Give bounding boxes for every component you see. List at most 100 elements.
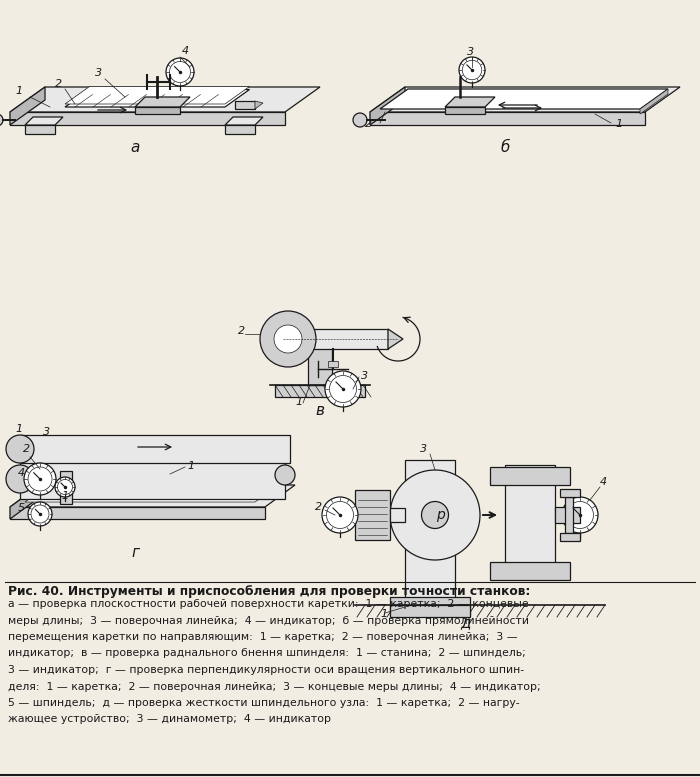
Circle shape — [28, 502, 52, 526]
Text: 4: 4 — [182, 46, 189, 56]
Circle shape — [260, 311, 316, 367]
Bar — [565, 497, 573, 533]
Polygon shape — [25, 486, 276, 502]
Circle shape — [0, 114, 3, 126]
Circle shape — [459, 57, 485, 83]
Text: меры длины;  3 — поверочная линейка;  4 — индикатор;  б — проверка прямолинейнос: меры длины; 3 — поверочная линейка; 4 — … — [8, 615, 529, 625]
Polygon shape — [10, 87, 320, 112]
Polygon shape — [10, 112, 285, 125]
Bar — [390, 605, 470, 617]
Text: 4: 4 — [18, 468, 25, 478]
Bar — [560, 489, 580, 497]
Bar — [390, 508, 405, 522]
Polygon shape — [65, 86, 249, 104]
Text: 2: 2 — [23, 444, 30, 454]
Polygon shape — [25, 117, 63, 125]
Text: б: б — [500, 140, 510, 155]
Text: 4: 4 — [600, 477, 607, 487]
Text: жающее устройство;  3 — динамометр;  4 — индикатор: жающее устройство; 3 — динамометр; 4 — и… — [8, 715, 331, 724]
Bar — [20, 459, 285, 499]
Polygon shape — [370, 87, 405, 125]
Text: индикатор;  в — проверка раднального бнення шпинделя:  1 — станина;  2 — шпиндел: индикатор; в — проверка раднального бнен… — [8, 649, 526, 658]
Circle shape — [166, 58, 194, 86]
Text: 3: 3 — [95, 68, 102, 78]
Circle shape — [6, 435, 34, 463]
Text: Рис. 40. Инструменты и приспособления для проверки точности станков:: Рис. 40. Инструменты и приспособления дл… — [8, 585, 531, 598]
Polygon shape — [10, 87, 45, 125]
Bar — [275, 385, 365, 397]
Polygon shape — [10, 485, 40, 519]
Polygon shape — [445, 97, 495, 107]
Text: 2: 2 — [315, 502, 322, 512]
Bar — [20, 435, 290, 463]
Bar — [60, 471, 72, 487]
Text: 1: 1 — [615, 119, 622, 129]
Text: 3: 3 — [361, 371, 368, 381]
Circle shape — [275, 465, 295, 485]
Circle shape — [421, 501, 449, 528]
Text: деля:  1 — каретка;  2 — поверочная линейка;  3 — концевые меры длины;  4 — инди: деля: 1 — каретка; 2 — поверочная линейк… — [8, 681, 540, 692]
Bar — [490, 562, 570, 580]
Text: 3 — индикатор;  г — проверка перпендикулярности оси вращения вертикального шпин-: 3 — индикатор; г — проверка перпендикуля… — [8, 665, 524, 675]
Text: 2: 2 — [365, 119, 372, 129]
Circle shape — [322, 497, 358, 533]
Text: 1: 1 — [380, 609, 387, 619]
Circle shape — [24, 463, 56, 495]
Polygon shape — [380, 89, 668, 109]
Bar — [390, 597, 470, 615]
Text: 1: 1 — [295, 397, 302, 407]
Text: 1: 1 — [15, 424, 22, 434]
Circle shape — [274, 325, 302, 353]
Text: перемещения каретки по направляющим:  1 — каретка;  2 — поверочная линейка;  3 —: перемещения каретки по направляющим: 1 —… — [8, 632, 517, 642]
Bar — [60, 488, 72, 504]
Circle shape — [325, 371, 361, 407]
Polygon shape — [388, 329, 403, 349]
Bar — [505, 465, 555, 565]
Text: 1: 1 — [187, 461, 194, 471]
Bar — [308, 340, 332, 385]
Polygon shape — [255, 101, 263, 109]
Polygon shape — [225, 125, 255, 134]
Polygon shape — [640, 89, 668, 114]
Text: 5 — шпиндель;  д — проверка жесткости шпиндельного узла:  1 — каретка;  2 — нагр: 5 — шпиндель; д — проверка жесткости шпи… — [8, 698, 519, 708]
Bar — [490, 467, 570, 485]
Polygon shape — [25, 476, 276, 492]
Bar — [560, 533, 580, 541]
Text: 3: 3 — [420, 444, 427, 454]
Text: 3: 3 — [467, 47, 474, 57]
Text: 1: 1 — [15, 86, 22, 96]
Polygon shape — [10, 485, 295, 507]
Bar — [405, 460, 455, 615]
Polygon shape — [25, 125, 55, 134]
Polygon shape — [25, 482, 276, 497]
Text: р: р — [435, 508, 444, 522]
Circle shape — [353, 113, 367, 127]
Bar — [555, 507, 580, 523]
Bar — [235, 101, 255, 109]
Circle shape — [6, 465, 34, 493]
Polygon shape — [135, 107, 180, 114]
Polygon shape — [370, 87, 680, 112]
Polygon shape — [10, 507, 265, 519]
Circle shape — [562, 497, 598, 533]
Bar — [355, 490, 390, 540]
Text: 2: 2 — [238, 326, 245, 336]
Text: г: г — [131, 545, 139, 560]
Polygon shape — [370, 112, 645, 125]
Polygon shape — [135, 97, 190, 107]
Text: 5: 5 — [18, 503, 25, 513]
Bar — [328, 361, 338, 367]
Text: в: в — [316, 403, 325, 418]
Polygon shape — [225, 117, 263, 125]
Text: 2: 2 — [55, 79, 62, 89]
Text: а: а — [130, 140, 140, 155]
Text: 3: 3 — [43, 427, 50, 437]
Bar — [288, 329, 388, 349]
Text: д: д — [460, 615, 470, 630]
Circle shape — [390, 470, 480, 560]
Polygon shape — [65, 89, 249, 107]
Text: 1: 1 — [62, 491, 69, 501]
Circle shape — [55, 477, 75, 497]
Text: а — проверка плоскостности рабочей поверхности каретки:  1 — каретка;  2 — конце: а — проверка плоскостности рабочей повер… — [8, 599, 528, 609]
Polygon shape — [445, 107, 485, 114]
